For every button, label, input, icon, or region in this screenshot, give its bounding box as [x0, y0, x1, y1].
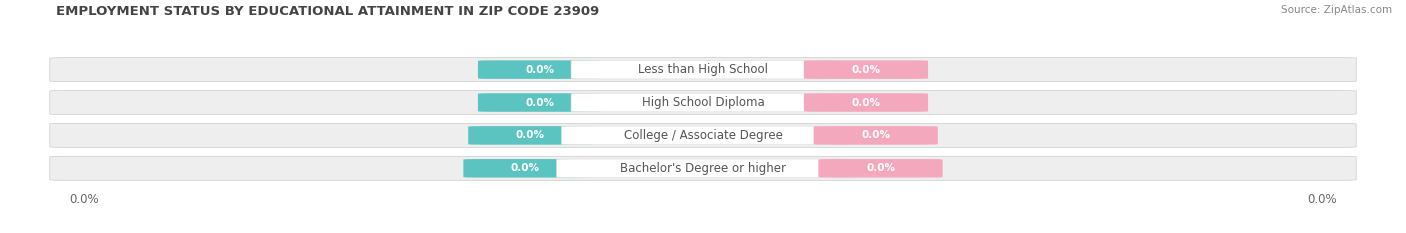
Text: 0.0%: 0.0%	[69, 193, 98, 206]
FancyBboxPatch shape	[804, 93, 928, 112]
FancyBboxPatch shape	[804, 60, 928, 79]
Text: Less than High School: Less than High School	[638, 63, 768, 76]
Text: 0.0%: 0.0%	[516, 130, 544, 140]
Text: High School Diploma: High School Diploma	[641, 96, 765, 109]
Text: 0.0%: 0.0%	[862, 130, 890, 140]
Text: Source: ZipAtlas.com: Source: ZipAtlas.com	[1281, 5, 1392, 15]
FancyBboxPatch shape	[478, 93, 602, 112]
Text: 0.0%: 0.0%	[526, 65, 554, 75]
FancyBboxPatch shape	[571, 60, 835, 79]
Text: College / Associate Degree: College / Associate Degree	[624, 129, 782, 142]
FancyBboxPatch shape	[49, 58, 1357, 82]
Text: 0.0%: 0.0%	[510, 163, 540, 173]
FancyBboxPatch shape	[561, 126, 845, 145]
FancyBboxPatch shape	[49, 123, 1357, 147]
FancyBboxPatch shape	[818, 159, 942, 178]
FancyBboxPatch shape	[814, 126, 938, 145]
FancyBboxPatch shape	[478, 60, 602, 79]
FancyBboxPatch shape	[464, 159, 588, 178]
Text: 0.0%: 0.0%	[852, 98, 880, 107]
FancyBboxPatch shape	[49, 156, 1357, 180]
FancyBboxPatch shape	[571, 93, 835, 112]
Text: Bachelor's Degree or higher: Bachelor's Degree or higher	[620, 162, 786, 175]
FancyBboxPatch shape	[49, 90, 1357, 115]
FancyBboxPatch shape	[557, 159, 849, 178]
Text: EMPLOYMENT STATUS BY EDUCATIONAL ATTAINMENT IN ZIP CODE 23909: EMPLOYMENT STATUS BY EDUCATIONAL ATTAINM…	[56, 5, 599, 18]
Text: 0.0%: 0.0%	[526, 98, 554, 107]
Text: 0.0%: 0.0%	[866, 163, 896, 173]
Text: 0.0%: 0.0%	[852, 65, 880, 75]
Text: 0.0%: 0.0%	[1308, 193, 1337, 206]
FancyBboxPatch shape	[468, 126, 592, 145]
